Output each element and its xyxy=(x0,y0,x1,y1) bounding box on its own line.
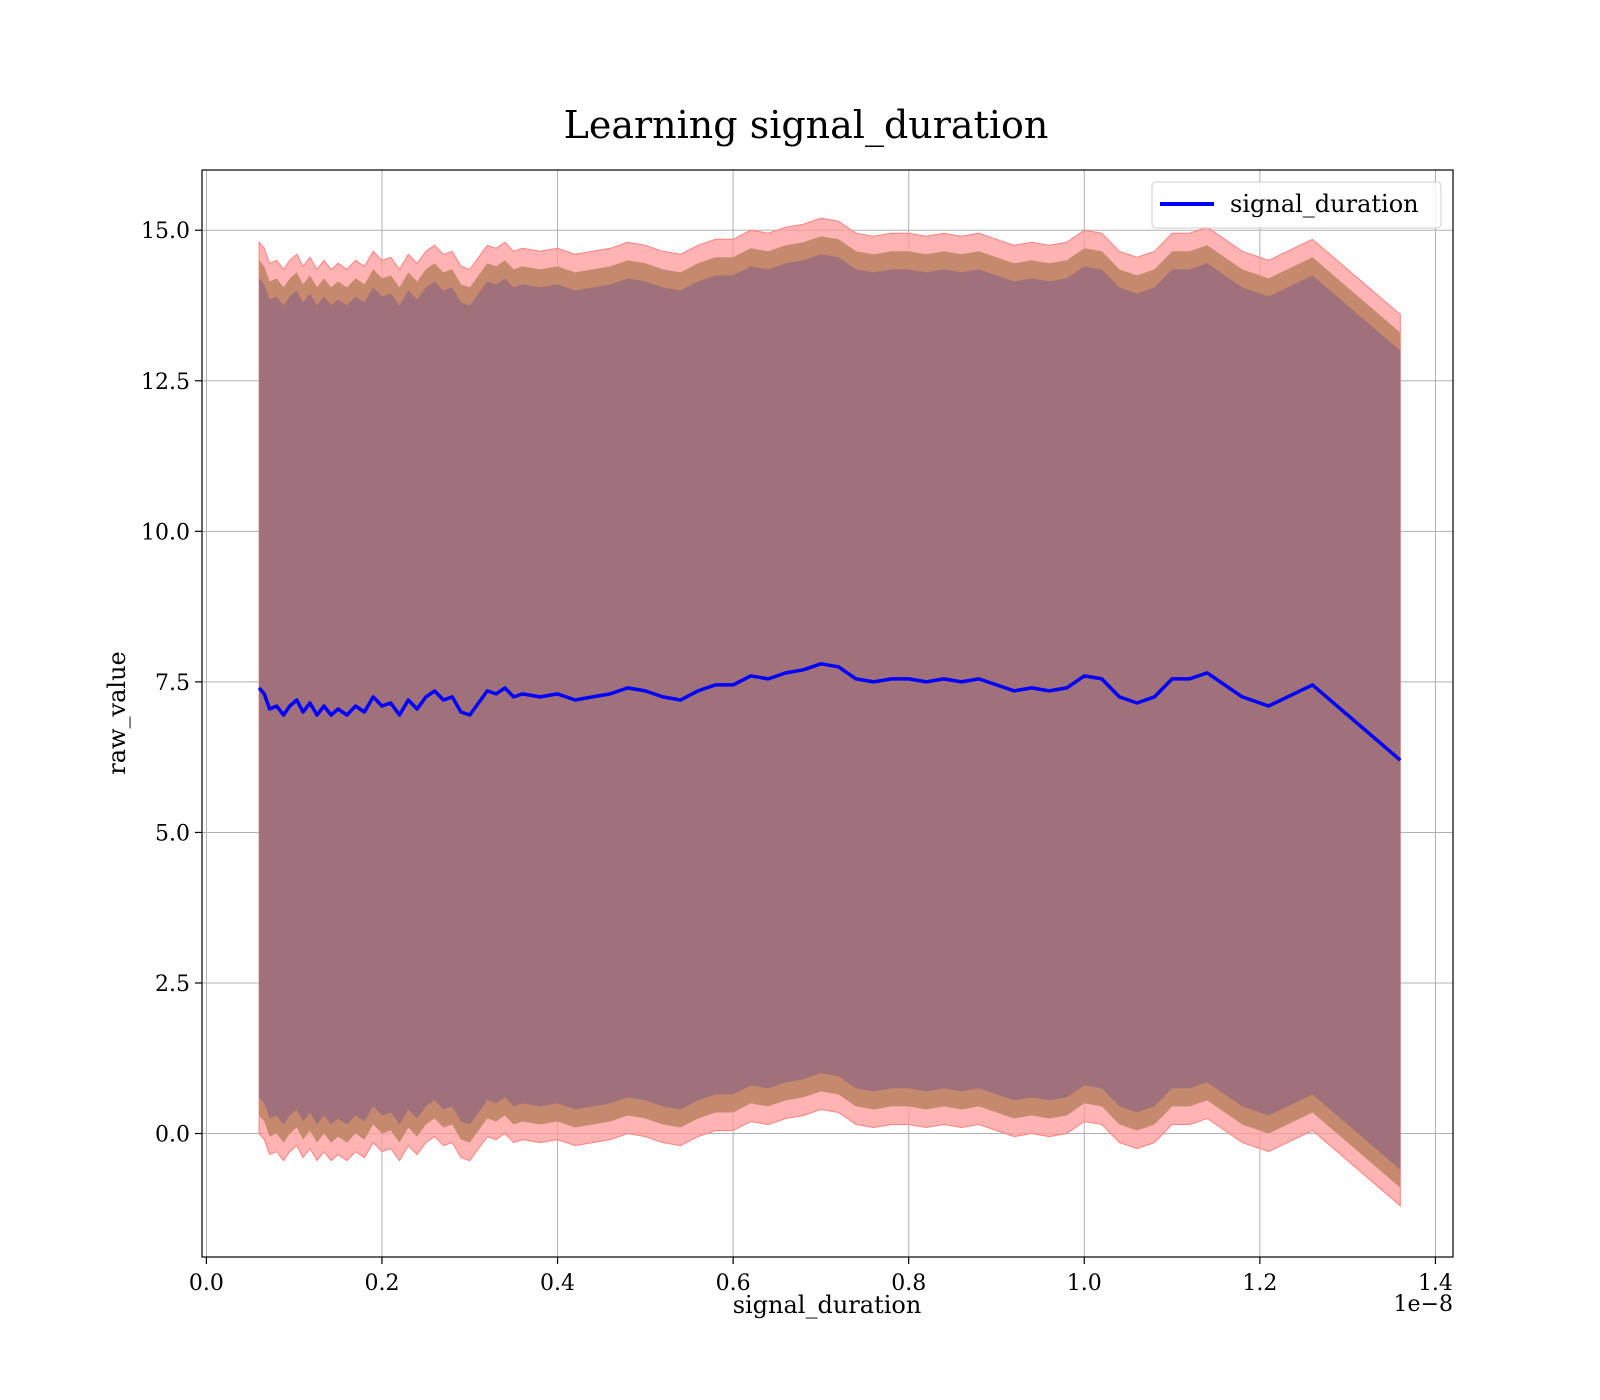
x-tick-label-2: 0.4 xyxy=(540,1271,575,1296)
legend-box xyxy=(1151,181,1442,229)
x-tick-label-7: 1.4 xyxy=(1418,1271,1453,1296)
legend-label-signal-duration: signal_duration xyxy=(1230,190,1419,218)
x-tick-label-4: 0.8 xyxy=(891,1271,926,1296)
y-tick-label-3: 7.5 xyxy=(155,671,190,696)
y-tick-label-2: 5.0 xyxy=(155,821,190,846)
x-axis-offset-text: 1e−8 xyxy=(1394,1292,1453,1317)
y-tick-label-1: 2.5 xyxy=(155,972,190,997)
y-axis-ticks: 0.0 2.5 5.0 7.5 10.0 12.5 15.0 xyxy=(141,219,202,1148)
x-tick-label-1: 0.2 xyxy=(364,1271,399,1296)
chart-title: Learning signal_duration xyxy=(564,103,1049,148)
y-tick-label-0: 0.0 xyxy=(155,1123,190,1148)
series-line-signal-duration xyxy=(257,662,1402,762)
x-tick-label-6: 1.2 xyxy=(1242,1271,1277,1296)
x-tick-label-5: 1.0 xyxy=(1067,1271,1102,1296)
series-lines xyxy=(257,662,1402,762)
y-axis-label: raw_value xyxy=(103,651,131,775)
x-axis-label: signal_duration xyxy=(733,1291,922,1319)
y-tick-label-4: 10.0 xyxy=(141,520,190,545)
confidence-bands xyxy=(258,217,1401,1207)
plot-frame xyxy=(201,169,1454,1258)
band-inner xyxy=(259,254,1401,1170)
legend: signal_duration xyxy=(1151,181,1442,229)
y-tick-label-5: 12.5 xyxy=(141,370,190,395)
x-tick-label-3: 0.6 xyxy=(716,1271,751,1296)
y-tick-label-6: 15.0 xyxy=(141,219,190,244)
x-axis-ticks: 0.0 0.2 0.4 0.6 0.8 1.0 1.2 1.4 xyxy=(189,1257,1453,1296)
x-tick-label-0: 0.0 xyxy=(189,1271,224,1296)
